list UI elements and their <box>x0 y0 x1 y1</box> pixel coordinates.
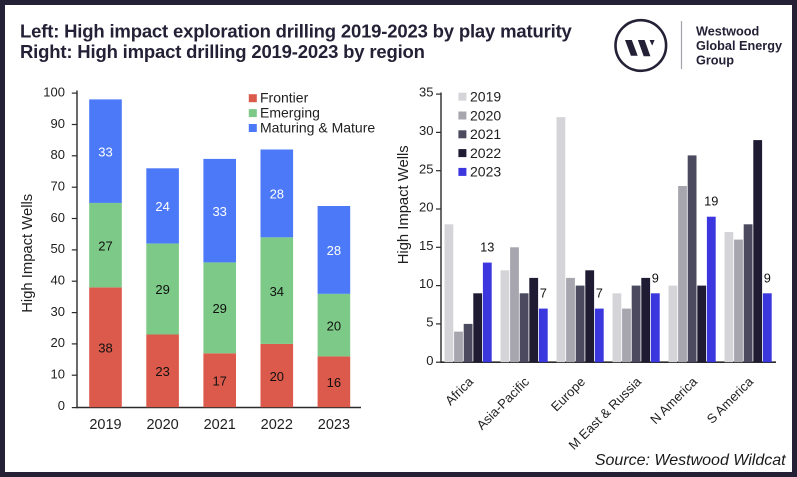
svg-text:10: 10 <box>419 276 433 291</box>
svg-text:13: 13 <box>480 240 494 255</box>
svg-text:17: 17 <box>212 374 226 389</box>
svg-text:2021: 2021 <box>204 417 236 433</box>
svg-text:7: 7 <box>596 286 603 301</box>
svg-text:Source: Westwood Wildcat: Source: Westwood Wildcat <box>595 452 786 469</box>
svg-text:2019: 2019 <box>89 417 121 433</box>
svg-text:Europe: Europe <box>548 374 588 414</box>
svg-text:10: 10 <box>51 367 65 382</box>
svg-text:Emerging: Emerging <box>260 105 320 121</box>
svg-text:20: 20 <box>270 369 284 384</box>
svg-text:Right: High impact drilling 20: Right: High impact drilling 2019-2023 by… <box>20 41 425 62</box>
svg-text:60: 60 <box>51 210 65 225</box>
svg-text:2021: 2021 <box>470 126 501 142</box>
svg-text:33: 33 <box>212 204 226 219</box>
svg-text:2022: 2022 <box>470 145 501 161</box>
svg-text:34: 34 <box>270 284 284 299</box>
svg-text:16: 16 <box>327 375 341 390</box>
svg-text:100: 100 <box>43 84 65 99</box>
svg-text:2020: 2020 <box>146 417 178 433</box>
svg-text:24: 24 <box>155 199 169 214</box>
svg-text:9: 9 <box>764 270 771 285</box>
svg-text:Left: High impact exploration: Left: High impact exploration drilling 2… <box>20 21 573 42</box>
svg-text:S America: S America <box>704 373 757 426</box>
svg-text:Africa: Africa <box>442 373 477 408</box>
svg-text:25: 25 <box>419 161 433 176</box>
svg-text:23: 23 <box>155 364 169 379</box>
svg-text:70: 70 <box>51 179 65 194</box>
svg-text:30: 30 <box>51 304 65 319</box>
svg-text:30: 30 <box>419 123 433 138</box>
svg-text:N America: N America <box>647 373 701 427</box>
svg-text:7: 7 <box>540 286 547 301</box>
svg-text:28: 28 <box>270 187 284 202</box>
svg-text:90: 90 <box>51 116 65 131</box>
svg-text:Maturing & Mature: Maturing & Mature <box>260 120 375 136</box>
svg-text:29: 29 <box>212 301 226 316</box>
svg-text:33: 33 <box>98 144 112 159</box>
svg-text:20: 20 <box>419 200 433 215</box>
svg-text:High Impact Wells: High Impact Wells <box>396 145 412 264</box>
svg-text:0: 0 <box>426 353 433 368</box>
svg-text:27: 27 <box>98 238 112 253</box>
svg-text:28: 28 <box>327 243 341 258</box>
svg-text:2020: 2020 <box>470 107 501 123</box>
svg-text:Group: Group <box>696 54 734 68</box>
svg-text:80: 80 <box>51 147 65 162</box>
svg-text:Westwood: Westwood <box>696 25 759 39</box>
svg-text:2023: 2023 <box>318 417 350 433</box>
svg-text:35: 35 <box>419 85 433 100</box>
svg-text:2022: 2022 <box>261 417 293 433</box>
svg-text:20: 20 <box>51 335 65 350</box>
svg-text:0: 0 <box>58 398 65 413</box>
svg-text:Global Energy: Global Energy <box>696 39 782 53</box>
svg-text:38: 38 <box>98 341 112 356</box>
svg-text:High Impact Wells: High Impact Wells <box>20 194 36 313</box>
svg-text:50: 50 <box>51 241 65 256</box>
svg-text:40: 40 <box>51 273 65 288</box>
svg-text:Asia-Pacific: Asia-Pacific <box>473 374 532 433</box>
svg-text:2019: 2019 <box>470 89 501 105</box>
svg-text:19: 19 <box>704 194 718 209</box>
svg-text:15: 15 <box>419 238 433 253</box>
svg-text:20: 20 <box>327 318 341 333</box>
svg-text:2023: 2023 <box>470 164 501 180</box>
svg-text:9: 9 <box>652 270 659 285</box>
svg-text:29: 29 <box>155 282 169 297</box>
svg-text:Frontier: Frontier <box>260 90 309 106</box>
svg-text:5: 5 <box>426 315 433 330</box>
